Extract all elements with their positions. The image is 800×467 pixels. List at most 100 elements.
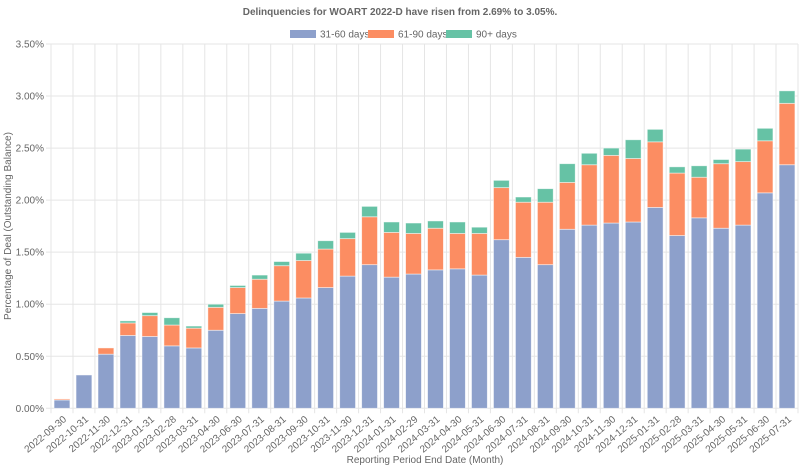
bar-segment-31-60-days: [778, 164, 796, 409]
bar-segment-61-90-days: [734, 161, 752, 226]
y-tick-label: 1.50%: [16, 248, 44, 259]
bar-segment-90-days: [251, 274, 269, 280]
bar-segment-31-60-days: [405, 273, 422, 409]
bar-segment-31-60-days: [75, 374, 93, 409]
bar-segment-61-90-days: [624, 158, 642, 223]
legend-label: 31-60 days: [320, 30, 369, 41]
bar-segment-90-days: [361, 205, 378, 218]
bar-segment-61-90-days: [712, 163, 730, 229]
legend-item[interactable]: 61-90 days: [368, 30, 447, 41]
y-tick-label: 0.50%: [16, 352, 44, 363]
y-axis-label: Percentage of Deal (Outstanding Balance): [3, 132, 14, 320]
bar-segment-90-days: [471, 226, 488, 234]
bar-segment-61-90-days: [339, 238, 356, 277]
bar-segment-90-days: [712, 159, 730, 165]
bar-segment-31-60-days: [427, 269, 444, 409]
legend: 31-60 days 61-90 days 90+ days: [290, 30, 517, 41]
bar-segment-31-60-days: [734, 224, 752, 409]
bar-segment-31-60-days: [163, 345, 181, 409]
bar-segment-90-days: [273, 261, 291, 267]
bar-segment-61-90-days: [580, 164, 598, 226]
bar-segment-31-60-days: [602, 222, 620, 409]
bar-segment-31-60-days: [229, 313, 247, 409]
y-tick-label: 0.00%: [16, 404, 44, 415]
bar-segment-61-90-days: [119, 322, 137, 336]
y-tick-label: 2.00%: [16, 196, 44, 207]
bar-segment-61-90-days: [97, 347, 115, 355]
bar-segment-90-days: [756, 127, 774, 142]
bar-segment-90-days: [163, 317, 181, 326]
legend-swatch: [446, 30, 472, 38]
bar-segment-90-days: [405, 222, 422, 234]
bar-segment-61-90-days: [690, 176, 708, 219]
bar-segment-90-days: [515, 196, 532, 203]
bar-segment-31-60-days: [712, 227, 730, 409]
x-axis-ticks: 2022-09-302022-10-312022-11-302022-12-31…: [23, 414, 795, 456]
bar-segment-61-90-days: [229, 287, 247, 314]
bar-segment-90-days: [295, 252, 312, 261]
bar-segment-31-60-days: [53, 399, 71, 409]
bar-segment-90-days: [493, 179, 510, 189]
bar-segment-61-90-days: [449, 233, 466, 270]
legend-swatch: [368, 30, 394, 38]
bar-segment-31-60-days: [471, 274, 488, 409]
bar-segment-90-days: [207, 303, 225, 308]
bar-segment-90-days: [624, 139, 642, 159]
bar-segment-61-90-days: [646, 141, 664, 208]
legend-item[interactable]: 90+ days: [446, 30, 517, 41]
bar-segment-31-60-days: [756, 192, 774, 409]
bar-segment-31-60-days: [317, 287, 334, 409]
bar-segment-31-60-days: [668, 235, 686, 409]
bar-segment-61-90-days: [756, 140, 774, 194]
bar-segment-31-60-days: [690, 217, 708, 409]
bar-segment-90-days: [646, 128, 664, 143]
bar-segment-31-60-days: [141, 336, 159, 409]
y-tick-label: 1.00%: [16, 300, 44, 311]
bar-segment-61-90-days: [207, 306, 225, 331]
y-tick-label: 3.00%: [16, 92, 44, 103]
bar-segment-61-90-days: [471, 233, 488, 276]
bar-segment-90-days: [383, 221, 400, 233]
legend-item[interactable]: 31-60 days: [290, 30, 369, 41]
bar-segment-90-days: [185, 325, 203, 329]
bar-segment-90-days: [602, 147, 620, 156]
bar-segment-31-60-days: [273, 300, 291, 409]
bars: [53, 90, 796, 409]
bar-segment-31-60-days: [185, 347, 203, 409]
bar-segment-90-days: [580, 152, 598, 166]
bar-segment-61-90-days: [427, 227, 444, 271]
bar-segment-31-60-days: [580, 224, 598, 409]
bar-segment-90-days: [558, 163, 576, 183]
bar-segment-61-90-days: [163, 324, 181, 347]
bar-segment-31-60-days: [449, 268, 466, 409]
legend-label: 90+ days: [476, 30, 517, 41]
bar-segment-61-90-days: [493, 187, 510, 241]
bar-segment-31-60-days: [339, 275, 356, 409]
bar-segment-61-90-days: [668, 172, 686, 236]
legend-swatch: [290, 30, 316, 38]
legend-label: 61-90 days: [398, 30, 447, 41]
bar-segment-61-90-days: [317, 248, 334, 288]
bar-segment-31-60-days: [537, 264, 554, 409]
bar-segment-61-90-days: [515, 201, 532, 258]
bar-segment-61-90-days: [251, 278, 269, 309]
bar-segment-90-days: [317, 240, 334, 250]
bar-segment-31-60-days: [119, 335, 137, 409]
bar-segment-61-90-days: [361, 216, 378, 266]
bar-segment-61-90-days: [383, 231, 400, 278]
bar-segment-31-60-days: [515, 256, 532, 409]
bar-segment-90-days: [449, 221, 466, 234]
bar-segment-90-days: [734, 148, 752, 163]
bar-segment-61-90-days: [185, 327, 203, 349]
bar-segment-90-days: [668, 166, 686, 174]
bar-segment-90-days: [339, 231, 356, 240]
bar-segment-90-days: [141, 312, 159, 317]
bar-segment-90-days: [427, 220, 444, 229]
bar-segment-31-60-days: [295, 297, 312, 409]
bar-segment-61-90-days: [295, 260, 312, 299]
bar-segment-61-90-days: [53, 398, 71, 401]
y-axis-ticks: 0.00% 0.50% 1.00% 1.50% 2.00% 2.50% 3.00% 3.50%: [16, 40, 44, 415]
bar-segment-31-60-days: [624, 221, 642, 409]
bar-segment-61-90-days: [778, 102, 796, 166]
